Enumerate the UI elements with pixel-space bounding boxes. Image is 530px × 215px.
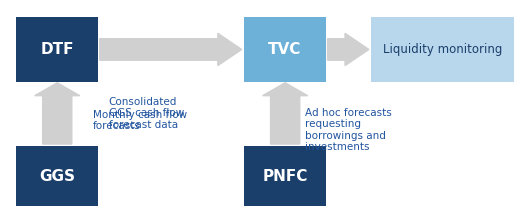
Text: PNFC: PNFC — [262, 169, 307, 184]
Text: Ad hoc forecasts
requesting
borrowings and
investments: Ad hoc forecasts requesting borrowings a… — [305, 108, 392, 152]
FancyBboxPatch shape — [371, 17, 514, 82]
Text: Liquidity monitoring: Liquidity monitoring — [383, 43, 502, 56]
FancyArrow shape — [263, 83, 307, 144]
FancyArrow shape — [100, 33, 242, 66]
FancyArrow shape — [328, 33, 369, 66]
Text: DTF: DTF — [40, 42, 74, 57]
Text: Monthly cash flow
forecasts: Monthly cash flow forecasts — [93, 110, 187, 131]
FancyBboxPatch shape — [16, 17, 98, 82]
FancyBboxPatch shape — [16, 146, 98, 206]
Text: Consolidated
GGS cash flow
forecast data: Consolidated GGS cash flow forecast data — [109, 97, 184, 130]
FancyBboxPatch shape — [244, 17, 326, 82]
FancyBboxPatch shape — [244, 146, 326, 206]
Text: GGS: GGS — [39, 169, 75, 184]
Text: TVC: TVC — [268, 42, 302, 57]
FancyArrow shape — [35, 83, 80, 144]
